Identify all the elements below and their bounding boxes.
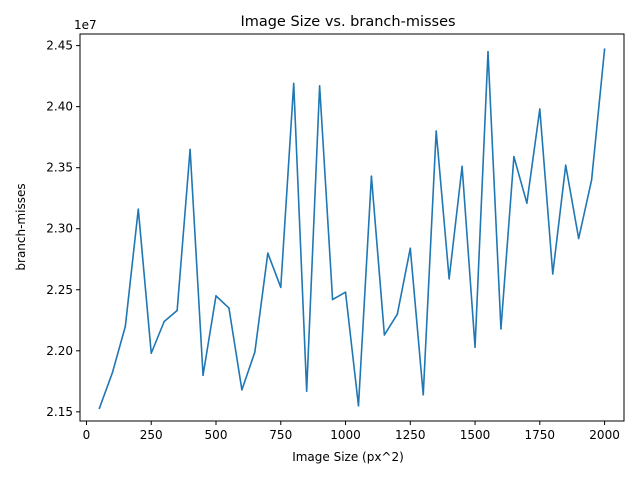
x-tick-label: 500 bbox=[205, 428, 228, 442]
y-tick-label: 2.30 bbox=[46, 222, 73, 236]
y-tick-label: 2.15 bbox=[46, 405, 73, 419]
data-point bbox=[150, 352, 153, 355]
data-point bbox=[305, 390, 308, 392]
data-point bbox=[526, 202, 528, 204]
data-point bbox=[137, 208, 140, 210]
data-point bbox=[513, 155, 515, 158]
y-tick-label: 2.40 bbox=[46, 100, 73, 114]
x-tick-label: 1250 bbox=[395, 428, 426, 442]
data-point bbox=[357, 404, 360, 407]
data-point bbox=[422, 393, 425, 396]
y-tick-label: 2.45 bbox=[46, 39, 73, 53]
series-layer bbox=[98, 48, 606, 410]
x-tick-label: 0 bbox=[83, 428, 91, 442]
data-point bbox=[163, 320, 165, 323]
data-point bbox=[396, 313, 399, 315]
data-point bbox=[487, 50, 489, 53]
x-tick-label: 1750 bbox=[525, 428, 556, 442]
data-point bbox=[318, 85, 321, 87]
data-point bbox=[370, 175, 373, 178]
data-point bbox=[448, 277, 450, 280]
data-point bbox=[176, 309, 178, 312]
data-point bbox=[409, 247, 412, 250]
data-point bbox=[435, 130, 437, 132]
data-point bbox=[603, 48, 606, 51]
data-point bbox=[189, 148, 191, 151]
data-point bbox=[267, 252, 269, 254]
data-point bbox=[254, 351, 256, 353]
data-point bbox=[551, 273, 554, 275]
data-point bbox=[564, 164, 567, 167]
data-point bbox=[474, 346, 476, 348]
data-point bbox=[577, 237, 580, 240]
data-point bbox=[344, 291, 347, 294]
data-point bbox=[590, 179, 593, 181]
y-tick-label: 2.25 bbox=[46, 283, 73, 297]
data-point bbox=[202, 374, 204, 377]
data-point bbox=[215, 295, 217, 297]
x-tick-label: 1500 bbox=[460, 428, 491, 442]
plot-frame bbox=[79, 33, 625, 422]
data-point bbox=[98, 407, 101, 409]
x-tick-label: 2000 bbox=[589, 428, 620, 442]
data-point bbox=[500, 328, 502, 330]
y-axis-label: branch-misses bbox=[14, 183, 28, 270]
data-point bbox=[228, 307, 230, 309]
data-point bbox=[124, 325, 127, 328]
data-point bbox=[241, 389, 243, 391]
y-axis-ticks: 2.15 2.20 2.25 2.30 2.35 2.40 2.45 bbox=[46, 39, 80, 419]
y-tick-label: 2.20 bbox=[46, 344, 73, 358]
y-tick-label: 2.35 bbox=[46, 161, 73, 175]
data-point bbox=[279, 286, 282, 289]
x-axis-label: Image Size (px^2) bbox=[292, 450, 404, 464]
y-offset-label: 1e7 bbox=[74, 18, 97, 32]
x-tick-label: 250 bbox=[140, 428, 163, 442]
x-axis-ticks: 0 250 500 750 1000 1250 1500 1750 2000 bbox=[83, 421, 620, 442]
data-point bbox=[292, 82, 295, 85]
data-point bbox=[111, 371, 114, 374]
data-point bbox=[539, 108, 541, 110]
data-point bbox=[383, 334, 386, 336]
data-point bbox=[461, 165, 463, 168]
series-line-0 bbox=[98, 48, 606, 410]
x-tick-label: 1000 bbox=[330, 428, 361, 442]
data-point bbox=[331, 298, 334, 301]
x-tick-label: 750 bbox=[269, 428, 292, 442]
chart-title: Image Size vs. branch-misses bbox=[240, 14, 455, 30]
